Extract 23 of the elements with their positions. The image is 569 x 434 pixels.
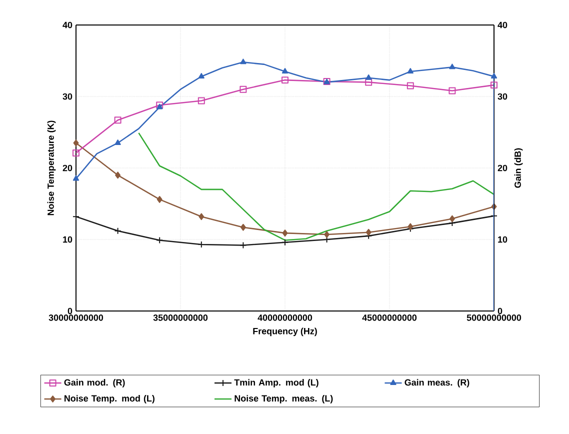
x-tick-label: 50000000000 bbox=[466, 314, 522, 321]
y-tick-label: 30 bbox=[62, 93, 72, 100]
y2-tick-label: 30 bbox=[498, 93, 508, 100]
x-tick-label: 40000000000 bbox=[258, 314, 312, 321]
y-tick-label: 0 bbox=[68, 308, 72, 314]
y2-tick-label: 10 bbox=[498, 236, 508, 243]
x-tick-label: 35000000000 bbox=[153, 314, 208, 321]
legend-label: Noise Temp. mod (L) bbox=[64, 394, 154, 404]
y-tick-label: 10 bbox=[63, 236, 72, 243]
legend-label: Tmin Amp. mod (L) bbox=[234, 379, 318, 388]
x-tick-label: 45000000000 bbox=[362, 314, 417, 321]
x-tick-label: 30000000000 bbox=[48, 314, 104, 321]
legend-label: Noise Temp. meas. (L) bbox=[234, 394, 333, 404]
legend-label: Gain meas. (R) bbox=[404, 379, 470, 388]
y-axis-title: Noise Temperature (K) bbox=[47, 120, 56, 216]
x-axis-title: Frequency (Hz) bbox=[253, 328, 317, 336]
y2-tick-label: 40 bbox=[498, 22, 508, 28]
legend-label: Gain mod. (R) bbox=[64, 379, 125, 388]
y-tick-label: 20 bbox=[62, 164, 72, 172]
y2-tick-label: 20 bbox=[498, 164, 508, 172]
y2-axis-title: Gain (dB) bbox=[514, 148, 523, 188]
y-tick-label: 40 bbox=[62, 22, 72, 28]
y2-tick-label: 0 bbox=[498, 308, 502, 314]
